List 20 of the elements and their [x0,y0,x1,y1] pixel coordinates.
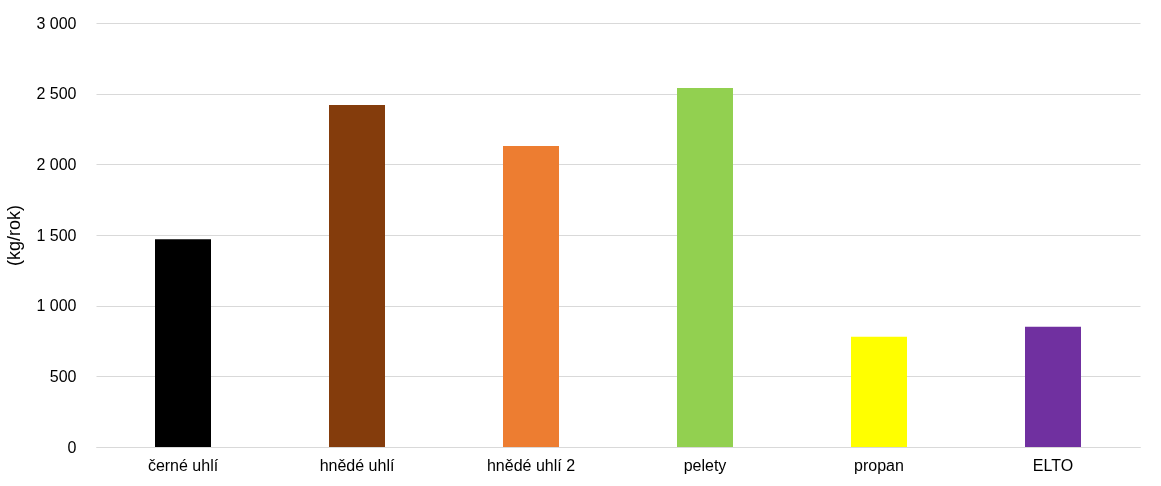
x-tick-label: propan [854,456,904,474]
bar [329,104,385,447]
bar [1025,326,1081,447]
x-tick-label: černé uhlí [147,456,219,474]
bar [677,88,733,447]
y-tick-label: 3 000 [36,14,77,32]
x-tick-label: hnědé uhlí [319,456,395,474]
bar [851,336,907,447]
x-tick-label: ELTO [1032,456,1074,474]
y-tick-label: 2 000 [36,155,77,173]
y-axis-title: (kg/rok) [4,204,25,267]
x-tick-label: hnědé uhlí 2 [486,456,576,474]
y-tick-label: 1 000 [36,297,77,315]
y-tick-label: 1 500 [36,226,77,244]
bar [155,239,211,447]
y-tick-label: 0 [67,438,77,456]
y-tick-label: 500 [49,367,77,385]
y-tick-label: 2 500 [36,85,77,103]
x-tick-label: pelety [683,456,727,474]
bar [503,145,559,447]
